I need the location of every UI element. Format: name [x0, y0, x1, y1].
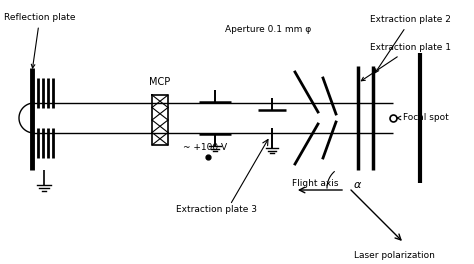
Text: MCP: MCP: [149, 77, 171, 87]
Text: Laser polarization: Laser polarization: [354, 251, 435, 260]
Text: Reflection plate: Reflection plate: [4, 13, 75, 68]
Text: Extraction plate 3: Extraction plate 3: [176, 205, 257, 214]
Text: Aperture 0.1 mm φ: Aperture 0.1 mm φ: [225, 26, 311, 35]
Text: ~ +100 V: ~ +100 V: [183, 144, 227, 153]
Text: Extraction plate 2: Extraction plate 2: [370, 16, 451, 73]
Text: Focal spot: Focal spot: [397, 114, 449, 122]
Text: α: α: [354, 180, 361, 190]
Text: Extraction plate 1: Extraction plate 1: [361, 44, 451, 81]
Text: Flight axis: Flight axis: [292, 179, 338, 188]
